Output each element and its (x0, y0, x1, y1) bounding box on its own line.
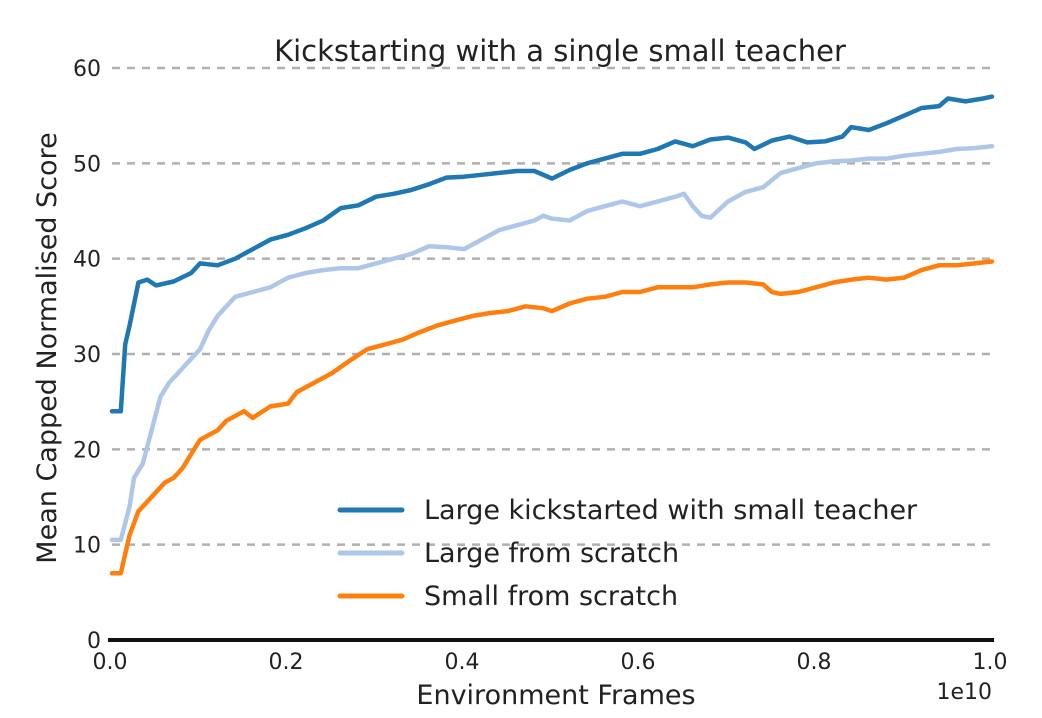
x-tick-label: 0.0 (93, 650, 128, 675)
y-tick-label: 40 (73, 248, 101, 273)
x-tick-label: 0.4 (445, 650, 480, 675)
series-line-1 (109, 94, 995, 414)
x-tick-label: 0.2 (269, 650, 304, 675)
y-tick-labels: 0 10 20 30 40 50 60 (73, 57, 101, 654)
legend-label-3: Small from scratch (424, 581, 678, 612)
y-tick-label: 30 (73, 343, 101, 368)
y-tick-label: 60 (73, 57, 101, 82)
x-axis-scale-note: 1e10 (936, 680, 992, 705)
legend-label-1: Large kickstarted with small teacher (424, 495, 918, 526)
y-axis-label: Mean Capped Normalised Score (32, 132, 63, 563)
series-lines (109, 94, 995, 576)
x-tick-label: 0.8 (797, 650, 832, 675)
y-tick-label: 0 (87, 629, 101, 654)
legend-label-2: Large from scratch (424, 538, 679, 569)
y-tick-label: 20 (73, 438, 101, 463)
x-tick-labels: 0.0 0.2 0.4 0.6 0.8 1.0 (93, 650, 1008, 675)
x-tick-label: 1.0 (973, 650, 1008, 675)
x-axis-label: Environment Frames (416, 680, 695, 711)
chart-title: Kickstarting with a single small teacher (274, 34, 846, 68)
legend: Large kickstarted with small teacher Larg… (337, 495, 918, 612)
series-line-3 (109, 259, 995, 576)
y-tick-label: 10 (73, 534, 101, 559)
x-tick-label: 0.6 (621, 650, 656, 675)
series-line-2 (109, 143, 995, 543)
grid-lines (112, 66, 992, 546)
y-tick-label: 50 (73, 152, 101, 177)
